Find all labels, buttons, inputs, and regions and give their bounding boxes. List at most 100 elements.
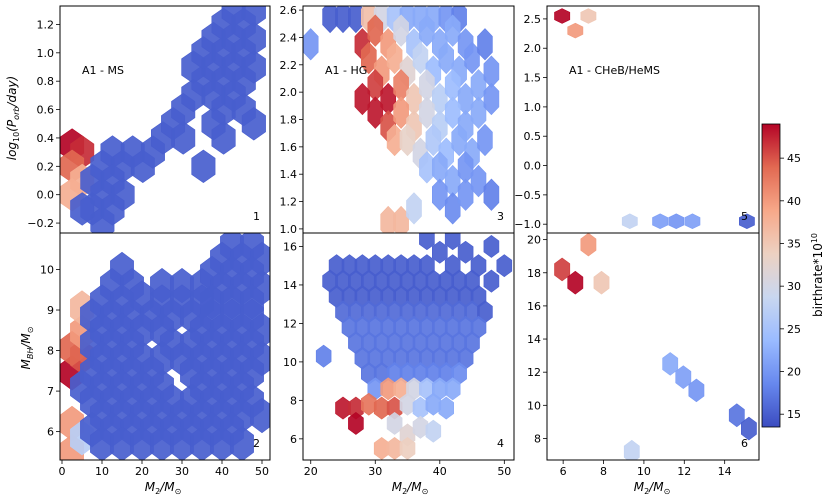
hex-cell bbox=[191, 149, 216, 183]
y-tick-label: 9 bbox=[47, 304, 54, 317]
hex-cell bbox=[425, 123, 442, 157]
colorbar-tick-label: 45 bbox=[787, 152, 801, 165]
y-tick-label: 14 bbox=[527, 333, 541, 346]
y-tick-label: −0.2 bbox=[27, 217, 54, 230]
hex-cell bbox=[241, 107, 266, 141]
hex-cell bbox=[419, 14, 435, 47]
hex-cell bbox=[593, 270, 610, 295]
y-tick-label: 1.0 bbox=[524, 101, 542, 114]
xlabel-panel2: M2/M⊙ bbox=[145, 480, 182, 496]
y-tick-label: −0.5 bbox=[514, 189, 541, 202]
panel-frame bbox=[302, 232, 515, 461]
y-tick-label: 2.6 bbox=[280, 4, 298, 17]
y-tick-label: 1.2 bbox=[37, 18, 55, 31]
y-tick-label: 7 bbox=[47, 385, 54, 398]
y-tick-label: 0.0 bbox=[524, 160, 542, 173]
xlabel-panel4: M2/M⊙ bbox=[392, 480, 429, 496]
colorbar-tick-label: 20 bbox=[787, 366, 801, 379]
hex-cell bbox=[496, 254, 513, 278]
hex-cell bbox=[457, 240, 474, 264]
hex-cell bbox=[470, 164, 487, 198]
hex-cell bbox=[621, 213, 638, 230]
svg-text:MBH/M⊙: MBH/M⊙ bbox=[19, 327, 35, 370]
colorbar-tick-label: 15 bbox=[787, 408, 801, 421]
hex-cell bbox=[406, 192, 422, 225]
y-tick-label: 0.5 bbox=[524, 130, 542, 143]
y-tick-label: 10 bbox=[40, 263, 54, 276]
hex-cells bbox=[554, 233, 757, 460]
hex-cell bbox=[171, 121, 196, 155]
hex-cell bbox=[675, 365, 692, 389]
y-tick-label: 8 bbox=[290, 394, 297, 407]
hex-cell bbox=[431, 240, 448, 264]
y-tick-label: 0.6 bbox=[37, 104, 55, 117]
hex-cell bbox=[303, 28, 319, 61]
y-tick-label: 1.0 bbox=[37, 47, 55, 60]
panel-number: 5 bbox=[741, 210, 748, 223]
hex-cell bbox=[580, 233, 597, 257]
x-tick-label: 20 bbox=[135, 465, 149, 478]
y-tick-label: 2.4 bbox=[280, 31, 298, 44]
hex-cell bbox=[477, 28, 493, 61]
hex-cell bbox=[431, 178, 448, 211]
hex-cell bbox=[386, 41, 403, 75]
ylabel-top: log10(Porb/day) bbox=[5, 76, 21, 160]
panel-annotation: A1 - CHeB/HeMS bbox=[569, 64, 660, 77]
hex-cell bbox=[477, 123, 493, 157]
panel-number: 2 bbox=[253, 437, 260, 450]
hex-cell bbox=[554, 8, 571, 24]
y-tick-label: 20 bbox=[527, 234, 541, 247]
colorbar-tick-label: 30 bbox=[787, 280, 801, 293]
hex-cell bbox=[668, 213, 685, 230]
hex-cell bbox=[554, 257, 571, 282]
panel-4: 6 8 10 12 14 16 20 30 40 50 4 bbox=[283, 232, 515, 478]
x-tick-label: 10 bbox=[95, 465, 109, 478]
xlabel-panel6: M2/M⊙ bbox=[634, 480, 671, 496]
hex-cell bbox=[483, 82, 500, 116]
hex-cell bbox=[386, 412, 403, 435]
hex-cell bbox=[457, 178, 474, 211]
panel-number: 3 bbox=[497, 210, 504, 223]
hex-cell bbox=[315, 344, 332, 368]
x-tick-label: 50 bbox=[497, 465, 511, 478]
y-tick-label: 0.8 bbox=[37, 75, 55, 88]
hex-cell bbox=[393, 96, 409, 129]
hex-cell bbox=[483, 269, 500, 293]
panel-frame bbox=[546, 232, 760, 461]
y-tick-label: 0.2 bbox=[37, 160, 55, 173]
hex-cell bbox=[230, 426, 254, 460]
panel-1: −0.2 0.0 0.2 0.4 0.6 0.8 1.0 1.2 1 A1 - MS bbox=[27, 5, 271, 234]
x-tick-label: 40 bbox=[215, 465, 229, 478]
panel-3: 1.0 1.2 1.4 1.6 1.8 2.0 2.2 2.4 2.6 3 A1 - HG bbox=[280, 4, 515, 236]
hex-cell bbox=[425, 419, 442, 443]
colorbar: 15 20 25 30 35 40 45 birthrate*1010 bbox=[761, 123, 825, 428]
y-tick-label: 8 bbox=[534, 432, 541, 445]
hex-cell bbox=[250, 397, 270, 434]
x-tick-label: 6 bbox=[560, 465, 567, 478]
hex-cell bbox=[688, 378, 705, 403]
hex-cell bbox=[728, 403, 745, 428]
x-tick-label: 20 bbox=[304, 465, 318, 478]
y-tick-label: 0.0 bbox=[37, 189, 55, 202]
panel-2: 6 7 8 9 10 0 10 20 30 40 50 2 bbox=[40, 232, 271, 478]
hex-cell bbox=[360, 392, 377, 416]
hex-cells bbox=[315, 233, 513, 460]
y-tick-label: 8 bbox=[47, 345, 54, 358]
hex-cell bbox=[348, 412, 364, 435]
y-tick-label: 1.2 bbox=[280, 196, 298, 209]
colorbar-tick-label: 40 bbox=[787, 195, 801, 208]
hex-cell bbox=[623, 439, 640, 460]
y-tick-label: 18 bbox=[527, 267, 541, 280]
hex-cell bbox=[567, 22, 584, 39]
panel-5: −1.0 −0.5 0.0 0.5 1.0 1.5 2.0 2.5 5 A1 - CHeB/HeM… bbox=[514, 5, 760, 234]
hex-cell bbox=[412, 41, 429, 75]
y-tick-label: 12 bbox=[283, 317, 297, 330]
ylabel-bottom: MBH/M⊙ bbox=[19, 327, 35, 370]
hex-cell bbox=[438, 396, 455, 420]
panel-frame bbox=[59, 232, 271, 461]
y-tick-label: 1.8 bbox=[280, 114, 298, 127]
panel-6: 8 10 12 14 16 18 20 6 8 10 12 14 6 bbox=[527, 232, 760, 478]
y-tick-label: 1.4 bbox=[280, 168, 298, 181]
x-tick-label: 50 bbox=[255, 465, 269, 478]
